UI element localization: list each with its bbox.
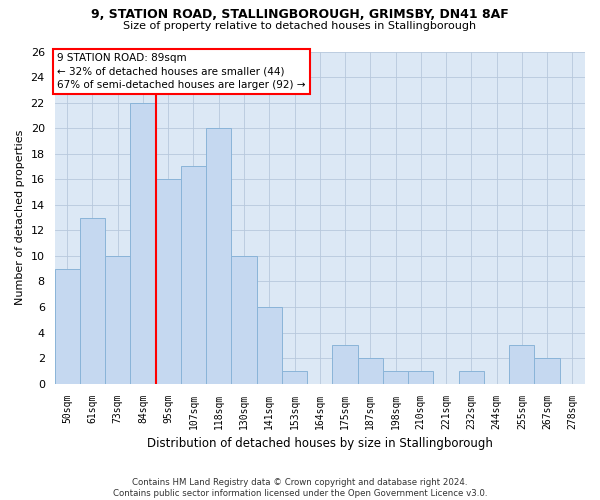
Bar (80, 218, 105, 384)
Bar (408, 371, 433, 384)
Y-axis label: Number of detached properties: Number of detached properties (15, 130, 25, 306)
Bar (105, 256, 130, 384)
Bar (257, 307, 282, 384)
Text: 9, STATION ROAD, STALLINGBOROUGH, GRIMSBY, DN41 8AF: 9, STATION ROAD, STALLINGBOROUGH, GRIMSB… (91, 8, 509, 20)
X-axis label: Distribution of detached houses by size in Stallingborough: Distribution of detached houses by size … (147, 437, 493, 450)
Bar (181, 166, 206, 384)
Bar (282, 371, 307, 384)
Bar (535, 358, 560, 384)
Text: Size of property relative to detached houses in Stallingborough: Size of property relative to detached ho… (124, 21, 476, 31)
Bar (55, 268, 80, 384)
Bar (130, 102, 155, 384)
Text: 9 STATION ROAD: 89sqm
← 32% of detached houses are smaller (44)
67% of semi-deta: 9 STATION ROAD: 89sqm ← 32% of detached … (57, 53, 305, 90)
Bar (332, 346, 358, 384)
Bar (358, 358, 383, 384)
Text: Contains HM Land Registry data © Crown copyright and database right 2024.
Contai: Contains HM Land Registry data © Crown c… (113, 478, 487, 498)
Bar (232, 256, 257, 384)
Bar (509, 346, 535, 384)
Bar (155, 180, 181, 384)
Bar (206, 128, 232, 384)
Bar (458, 371, 484, 384)
Bar (383, 371, 408, 384)
